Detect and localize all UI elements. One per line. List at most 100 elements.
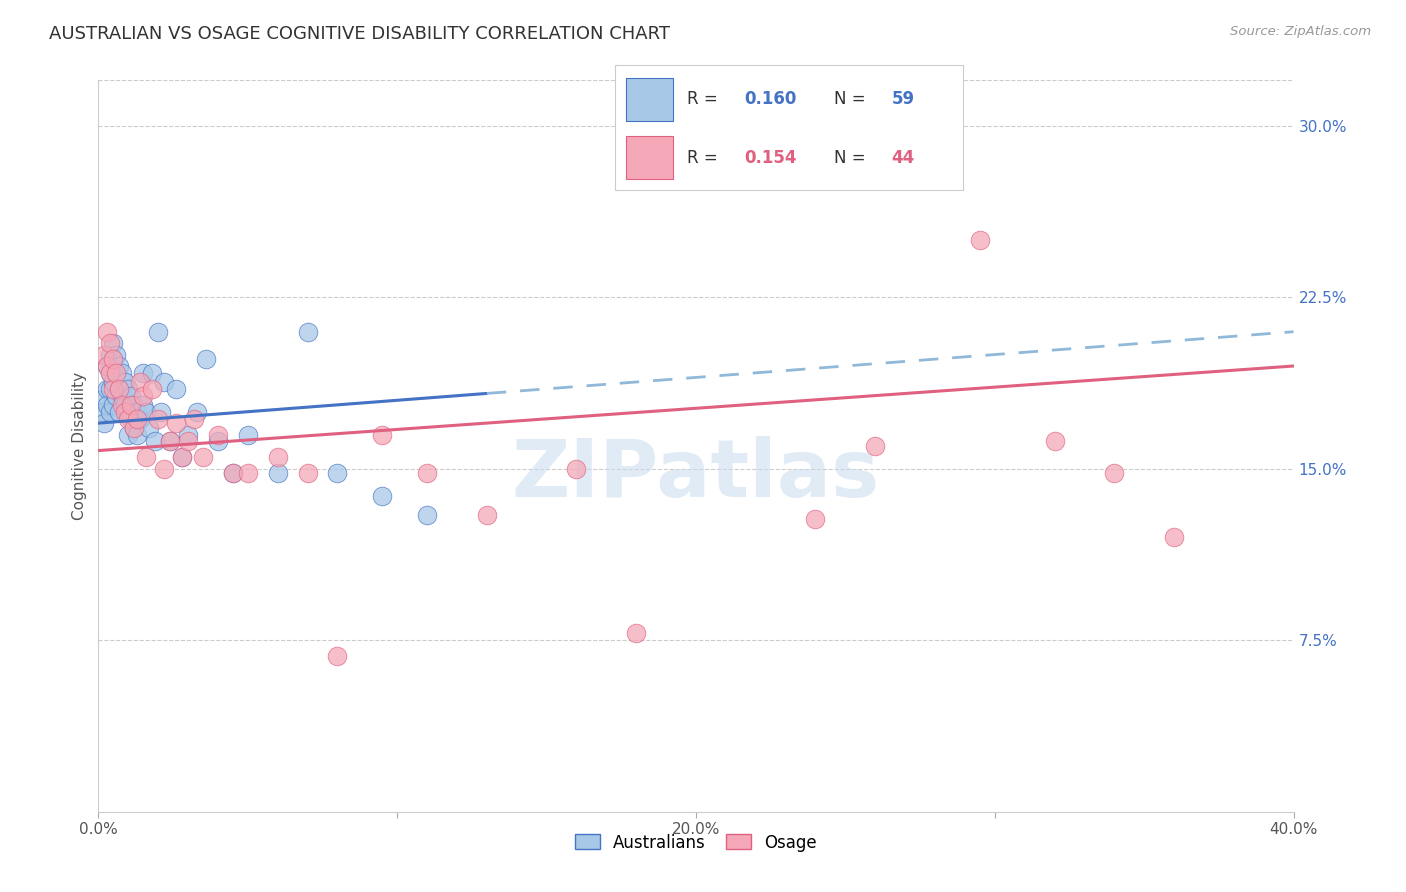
Point <box>124 421 146 435</box>
Text: 44: 44 <box>891 148 914 167</box>
Point <box>1104 467 1126 481</box>
Point <box>108 405 131 419</box>
Point <box>186 405 208 419</box>
Point <box>138 421 160 435</box>
Point <box>93 405 115 419</box>
Point <box>371 489 394 503</box>
Point <box>132 366 155 380</box>
Point <box>103 382 125 396</box>
Point <box>1043 434 1066 449</box>
Point <box>114 405 136 419</box>
Point <box>297 325 319 339</box>
Point <box>191 450 214 465</box>
Point <box>96 382 118 396</box>
Point <box>127 427 149 442</box>
Point <box>96 359 118 373</box>
Point <box>105 366 128 380</box>
Point <box>127 411 149 425</box>
Point <box>103 352 125 367</box>
Point <box>111 389 134 403</box>
Point <box>416 467 439 481</box>
Point <box>135 405 157 419</box>
Point <box>172 450 194 465</box>
Point <box>120 389 142 403</box>
Point <box>172 450 194 465</box>
Point <box>626 626 648 640</box>
Point <box>222 467 245 481</box>
Legend: Australians, Osage: Australians, Osage <box>568 827 824 858</box>
Point <box>129 375 152 389</box>
Point <box>108 382 131 396</box>
Point <box>120 398 142 412</box>
Point <box>96 325 118 339</box>
Point <box>117 405 139 419</box>
Point <box>236 467 259 481</box>
Point <box>267 450 290 465</box>
Point <box>135 450 157 465</box>
Text: ZIPatlas: ZIPatlas <box>512 436 880 515</box>
FancyBboxPatch shape <box>626 78 672 120</box>
Point <box>117 382 139 396</box>
Point <box>90 393 112 408</box>
Point <box>143 434 166 449</box>
Point <box>165 382 187 396</box>
FancyBboxPatch shape <box>616 65 963 191</box>
Point <box>159 434 181 449</box>
Point <box>267 467 290 481</box>
Point <box>105 389 128 403</box>
Point <box>153 462 176 476</box>
Point <box>103 398 125 412</box>
Point <box>150 405 173 419</box>
Text: AUSTRALIAN VS OSAGE COGNITIVE DISABILITY CORRELATION CHART: AUSTRALIAN VS OSAGE COGNITIVE DISABILITY… <box>49 25 671 43</box>
Point <box>96 398 118 412</box>
Point <box>165 416 187 430</box>
Point <box>865 439 887 453</box>
Point <box>98 405 122 419</box>
Point <box>195 352 218 367</box>
Point <box>371 427 394 442</box>
Point <box>141 366 163 380</box>
Point <box>222 467 245 481</box>
Point <box>98 382 122 396</box>
Point <box>124 398 146 412</box>
Point <box>177 427 200 442</box>
Point <box>159 434 181 449</box>
Point <box>108 382 131 396</box>
Point <box>153 375 176 389</box>
Point <box>236 427 259 442</box>
Point <box>745 130 768 145</box>
Point <box>849 123 872 137</box>
Point <box>114 398 136 412</box>
Point <box>98 336 122 351</box>
Point <box>105 347 128 362</box>
Point <box>117 411 139 425</box>
Text: N =: N = <box>834 148 870 167</box>
Point <box>141 382 163 396</box>
Point <box>207 427 229 442</box>
Point <box>969 233 991 247</box>
Text: N =: N = <box>834 90 870 108</box>
Point <box>98 366 122 380</box>
Point <box>177 434 200 449</box>
Point <box>129 411 152 425</box>
Point <box>132 389 155 403</box>
Point <box>98 347 122 362</box>
FancyBboxPatch shape <box>626 136 672 178</box>
Point <box>105 366 128 380</box>
Point <box>207 434 229 449</box>
Point <box>93 416 115 430</box>
Point <box>120 411 142 425</box>
Y-axis label: Cognitive Disability: Cognitive Disability <box>72 372 87 520</box>
Point <box>804 512 827 526</box>
Point <box>103 352 125 367</box>
Point <box>297 467 319 481</box>
Point <box>117 427 139 442</box>
Point <box>96 359 118 373</box>
Point <box>127 405 149 419</box>
Point <box>565 462 588 476</box>
Text: 0.154: 0.154 <box>744 148 797 167</box>
Text: 0.160: 0.160 <box>744 90 797 108</box>
Point <box>148 325 170 339</box>
Point <box>103 375 125 389</box>
Text: R =: R = <box>688 148 723 167</box>
